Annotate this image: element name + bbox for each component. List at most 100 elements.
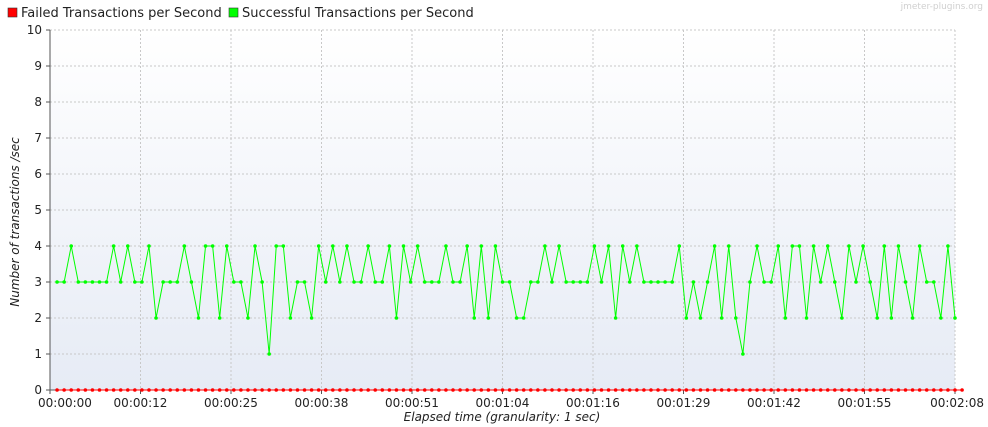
y-tick-label: 6: [34, 167, 42, 181]
data-point: [811, 388, 816, 392]
watermark: jmeter-plugins.org: [900, 2, 983, 12]
data-point: [825, 388, 830, 392]
data-point: [833, 388, 837, 392]
data-point: [380, 280, 385, 284]
data-point: [620, 388, 625, 392]
data-point: [677, 388, 682, 392]
data-point: [472, 316, 477, 320]
data-point: [797, 388, 802, 392]
data-point: [875, 316, 880, 320]
data-point: [267, 352, 271, 356]
legend: Failed Transactions per Second Successfu…: [7, 6, 474, 21]
data-point: [189, 280, 194, 284]
data-point: [592, 388, 597, 392]
data-point: [748, 280, 752, 284]
data-point: [465, 388, 469, 392]
data-point: [677, 244, 682, 248]
data-point: [564, 388, 568, 392]
data-point: [175, 280, 180, 284]
data-point: [868, 280, 872, 284]
data-point: [606, 244, 611, 248]
data-point: [882, 388, 887, 392]
data-point: [847, 244, 851, 248]
data-point: [140, 388, 144, 392]
data-point: [224, 244, 229, 248]
data-point: [698, 316, 703, 320]
data-point: [571, 388, 576, 392]
data-point: [536, 388, 540, 392]
data-point: [288, 388, 293, 392]
data-point: [528, 280, 533, 284]
data-point: [422, 388, 427, 392]
data-point: [69, 244, 74, 248]
data-point: [543, 244, 547, 248]
data-point: [776, 388, 781, 392]
y-tick-label: 3: [34, 275, 42, 289]
data-point: [281, 388, 286, 392]
data-point: [133, 388, 137, 392]
data-point: [953, 316, 957, 320]
data-point: [684, 316, 689, 320]
data-point: [345, 388, 349, 392]
data-point: [684, 388, 689, 392]
data-point: [917, 388, 922, 392]
data-point: [323, 388, 328, 392]
x-axis-title: Elapsed time (granularity: 1 sec): [404, 410, 601, 424]
data-point: [422, 280, 427, 284]
data-point: [585, 388, 590, 392]
data-point: [635, 244, 639, 248]
data-point: [804, 316, 809, 320]
x-tick-label: 00:01:29: [657, 396, 711, 410]
data-point: [90, 280, 95, 284]
data-point: [889, 316, 894, 320]
data-point: [437, 388, 441, 392]
data-point: [104, 388, 109, 392]
data-point: [543, 388, 547, 392]
data-point: [599, 280, 604, 284]
data-point: [359, 280, 363, 284]
data-point: [889, 388, 894, 392]
data-point: [479, 388, 484, 392]
legend-swatch-successful: [228, 7, 239, 18]
data-point: [352, 388, 356, 392]
data-point: [953, 388, 957, 392]
data-point: [960, 388, 964, 392]
data-point: [663, 280, 667, 284]
data-point: [189, 388, 194, 392]
data-point: [196, 316, 201, 320]
data-point: [691, 280, 696, 284]
data-point: [203, 388, 208, 392]
data-point: [415, 244, 420, 248]
data-point: [182, 244, 187, 248]
data-point: [408, 388, 413, 392]
data-point: [847, 388, 851, 392]
data-point: [734, 316, 738, 320]
data-point: [790, 244, 795, 248]
data-point: [62, 280, 66, 284]
data-point: [302, 280, 307, 284]
data-point: [712, 388, 717, 392]
data-point: [939, 388, 943, 392]
data-point: [295, 280, 300, 284]
data-point: [649, 388, 653, 392]
data-point: [196, 388, 201, 392]
x-tick-label: 00:00:00: [38, 396, 92, 410]
data-point: [882, 244, 887, 248]
data-point: [656, 388, 660, 392]
data-point: [635, 388, 639, 392]
data-point: [444, 388, 448, 392]
data-point: [97, 280, 102, 284]
data-point: [118, 388, 123, 392]
data-point: [224, 388, 229, 392]
x-tick-label: 00:00:12: [114, 396, 168, 410]
data-point: [239, 280, 243, 284]
y-tick-label: 8: [34, 95, 42, 109]
data-point: [939, 316, 943, 320]
data-point: [55, 388, 59, 392]
data-point: [125, 388, 130, 392]
data-point: [627, 280, 632, 284]
data-point: [309, 316, 314, 320]
data-point: [309, 388, 314, 392]
data-point: [288, 316, 293, 320]
